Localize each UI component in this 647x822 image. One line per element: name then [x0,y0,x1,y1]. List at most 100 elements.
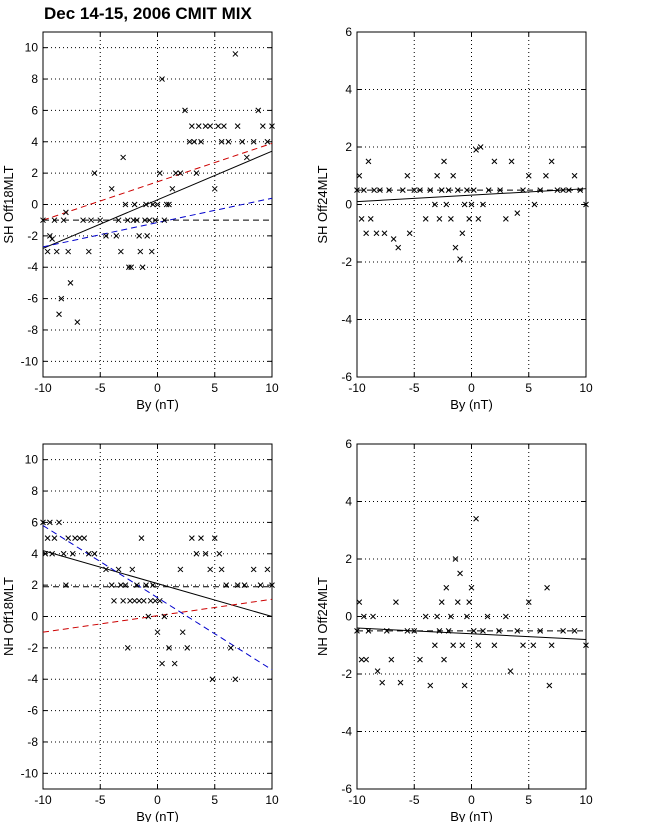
data-point-stroke [475,216,482,222]
x-tick-label: 0 [154,793,161,807]
data-point-stroke [202,123,209,129]
data-point-stroke [223,582,230,588]
data-point-stroke [161,217,168,224]
data-point-stroke [459,230,466,237]
y-tick-label: -2 [341,255,352,269]
data-point [427,682,434,689]
data-point-stroke [134,582,140,588]
data-point [520,642,526,649]
data-point-stroke [404,172,411,179]
data-point [80,217,86,224]
y-tick-label: 0 [345,198,352,212]
data-point [241,582,248,588]
data-point-stroke [65,535,72,541]
figure-title: Dec 14-15, 2006 CMIT MIX [44,4,252,23]
data-point-stroke [269,123,275,129]
data-point-stroke [544,584,550,591]
data-point [441,656,447,663]
data-point-stroke [461,201,468,208]
data-point-stroke [491,158,498,165]
data-point-stroke [85,550,92,557]
data-point [452,244,459,251]
data-point-stroke [163,201,170,208]
data-point [438,187,445,193]
data-point-stroke [81,535,88,541]
data-point-stroke [448,216,454,222]
data-point [354,628,360,634]
data-point [161,217,168,224]
data-point-stroke [370,613,376,620]
data-point [122,201,129,208]
data-point-stroke [441,656,447,663]
data-point-stroke [146,217,153,224]
y-tick-label: -10 [21,766,39,780]
data-point [537,187,544,193]
series-line-fit [356,627,587,640]
data-point [399,187,406,193]
data-point [186,138,193,145]
data-point [373,230,380,237]
x-tick-label: 5 [211,381,218,395]
data-point-stroke [363,656,370,663]
data-point-stroke [232,676,239,683]
data-point [525,172,532,179]
x-tick-label: 10 [265,793,279,807]
data-point [583,201,589,208]
data-point-stroke [193,550,200,557]
data-point-stroke [485,187,492,193]
data-point-stroke [161,613,168,620]
data-point [152,597,159,604]
data-point-stroke [496,628,502,634]
data-point-stroke [422,216,429,222]
data-point-stroke [543,172,549,179]
data-point [179,629,186,636]
data-point-stroke [188,123,195,129]
data-point [363,230,370,237]
x-tick-label: -10 [348,793,366,807]
data-point [111,597,117,604]
data-point-stroke [154,201,161,208]
data-point-stroke [209,676,216,683]
data-point [193,170,200,176]
data-point [390,236,397,242]
data-point-stroke [507,668,514,674]
y-tick-label: 4 [31,547,38,561]
data-point [470,187,477,193]
data-point [113,233,120,239]
data-point-stroke [124,217,131,224]
x-tick-label: -10 [34,381,52,395]
data-point [51,535,58,541]
data-point [448,216,454,222]
data-point [63,582,69,588]
data-point [502,216,509,222]
data-point-stroke [58,295,65,302]
data-point [146,217,153,224]
y-axis-label: SH Off18MLT [1,165,16,243]
data-point [134,582,140,588]
data-point [404,172,411,179]
data-point-stroke [42,550,49,557]
data-point [47,519,53,526]
data-point-stroke [443,584,450,591]
data-point [377,187,383,193]
data-point-stroke [145,613,152,620]
data-point-stroke [166,645,172,651]
y-tick-label: -4 [27,672,38,686]
data-point [450,642,457,649]
data-point-stroke [234,123,241,129]
data-point [480,201,486,208]
data-point-stroke [118,582,124,588]
data-point-stroke [361,187,367,193]
data-point [367,216,374,222]
data-point-stroke [354,628,360,634]
data-point [475,216,482,222]
data-point [358,216,365,222]
y-tick-label: 6 [31,515,38,529]
data-point [454,599,461,605]
data-point-stroke [448,613,454,620]
data-point-stroke [525,599,532,605]
data-point-stroke [53,248,60,255]
data-point [172,170,179,176]
data-point [69,550,76,557]
